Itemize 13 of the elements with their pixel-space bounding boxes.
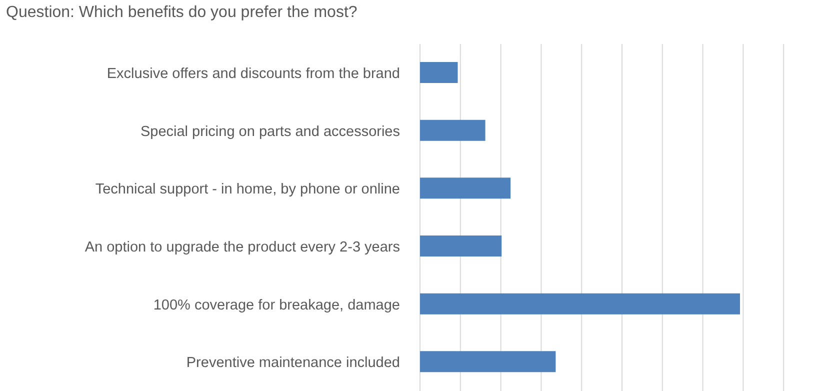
y-tick-label: 100% coverage for breakage, damage bbox=[153, 297, 400, 314]
y-tick-label: An option to upgrade the product every 2-3 years bbox=[84, 240, 400, 256]
bar bbox=[420, 293, 740, 314]
y-tick-label: Exclusive offers and discounts from the brand bbox=[106, 66, 400, 82]
bar bbox=[420, 120, 486, 141]
bar bbox=[420, 236, 502, 256]
y-tick-label: Technical support - in home, by phone or online bbox=[95, 182, 400, 198]
text: Question: Which benefits do you prefer the most? bbox=[6, 4, 358, 22]
y-tick-label: Special pricing on parts and accessories bbox=[140, 124, 400, 140]
y-tick-label: Preventive maintenance included bbox=[186, 355, 400, 372]
bar bbox=[420, 351, 556, 372]
bar bbox=[420, 62, 458, 83]
bar bbox=[420, 178, 511, 199]
